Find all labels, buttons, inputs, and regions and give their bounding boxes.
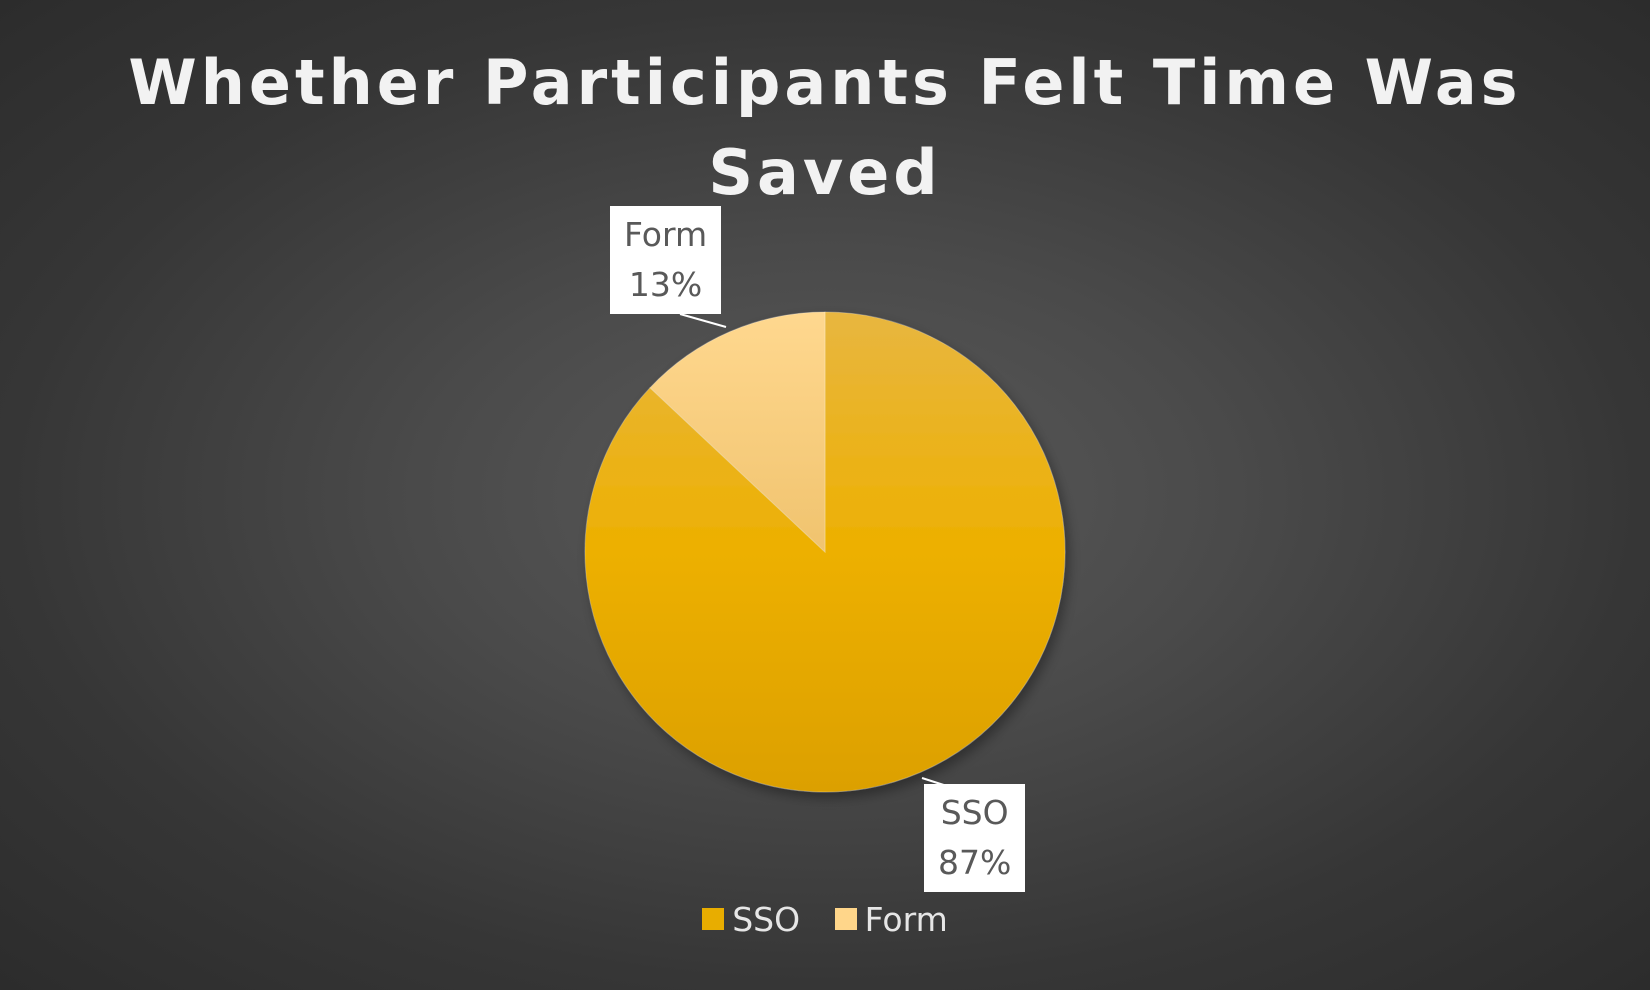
pie-slice-form bbox=[649, 311, 826, 554]
chart-title: Whether Participants Felt Time Was Saved bbox=[0, 38, 1650, 218]
data-label-sso-value: 87% bbox=[938, 843, 1012, 882]
legend-label-sso: SSO bbox=[732, 900, 801, 939]
legend-swatch-sso bbox=[702, 907, 725, 930]
chart-title-line-1: Whether Participants Felt Time Was bbox=[128, 46, 1522, 119]
data-label-form-category: Form bbox=[624, 215, 708, 254]
data-label-form: Form 13% bbox=[610, 206, 722, 314]
legend-item-form: Form bbox=[834, 900, 948, 939]
legend-item-sso: SSO bbox=[702, 900, 800, 939]
legend-label-form: Form bbox=[864, 900, 948, 939]
data-label-form-value: 13% bbox=[628, 265, 703, 304]
pie-slice-sso bbox=[584, 311, 1066, 793]
leader-line-form bbox=[679, 313, 727, 328]
data-label-sso-category: SSO bbox=[940, 793, 1009, 832]
chart-title-line-2: Saved bbox=[708, 136, 942, 209]
chart-legend: SSO Form bbox=[0, 900, 1650, 939]
legend-swatch-form bbox=[834, 907, 857, 930]
data-label-sso: SSO 87% bbox=[924, 784, 1026, 892]
